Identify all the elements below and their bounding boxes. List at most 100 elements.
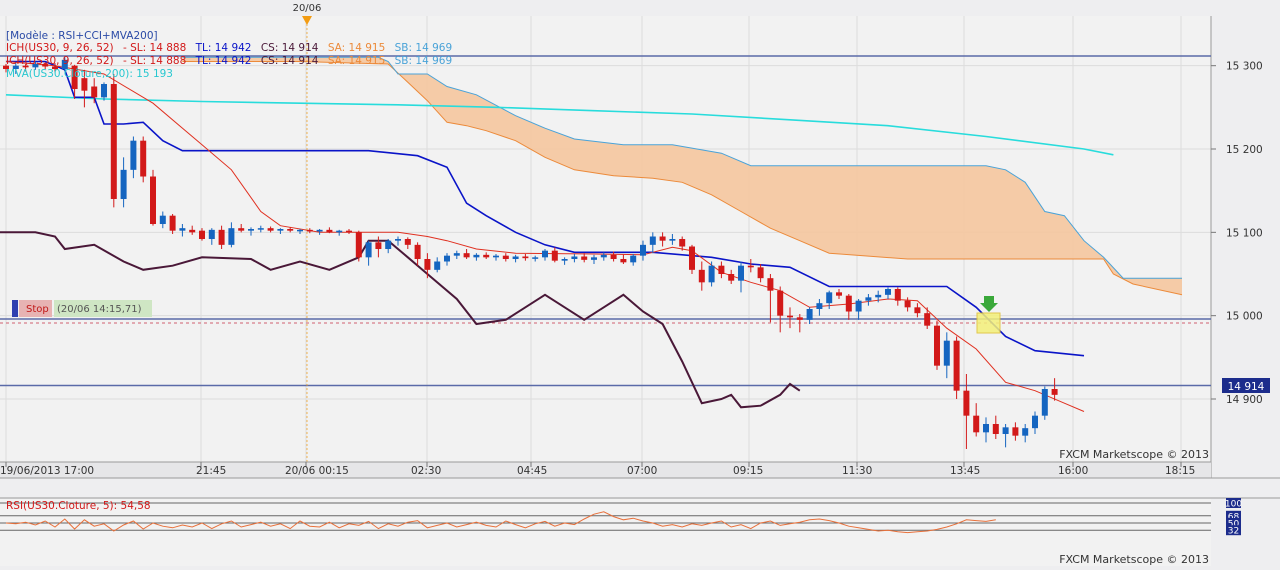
- candle-55: [542, 249, 548, 261]
- candle-body: [71, 65, 78, 90]
- candle-body: [1022, 428, 1029, 436]
- candle-body: [42, 64, 49, 67]
- candle-body: [336, 230, 343, 233]
- price-axis[interactable]: [1211, 16, 1280, 478]
- candle-32: [316, 229, 323, 235]
- candle-14: [140, 136, 147, 183]
- candle-body: [179, 228, 186, 231]
- candle-100: [983, 417, 989, 443]
- current-price-tag[interactable]: 14 914: [1222, 378, 1270, 393]
- candle-105: [1032, 411, 1038, 434]
- candle-85: [836, 289, 842, 300]
- candle-body: [943, 340, 950, 366]
- candle-39: [385, 239, 392, 254]
- candle-body: [365, 242, 372, 258]
- senkou-span-a-line: [182, 61, 1183, 296]
- candle-104: [1022, 423, 1029, 443]
- candle-body: [1002, 427, 1009, 434]
- cloud-fill: [182, 57, 1182, 295]
- candle-body: [875, 294, 882, 298]
- x-tick-label-1: 21:45: [196, 465, 226, 477]
- candle-97: [953, 336, 960, 399]
- stop-order-label[interactable]: Stop (20/06 14:15,71): [12, 300, 152, 317]
- candle-61: [600, 252, 607, 261]
- candle-body: [894, 289, 901, 301]
- candle-42: [414, 242, 421, 266]
- candle-body: [130, 140, 137, 170]
- candle-body: [669, 239, 676, 241]
- candle-58: [571, 254, 578, 263]
- candle-22: [218, 225, 225, 250]
- candle-91: [894, 287, 901, 306]
- candle-body: [826, 292, 833, 304]
- candle-8: [81, 69, 88, 108]
- rsi-level-tag-0: [1226, 498, 1241, 508]
- candle-body: [640, 244, 646, 256]
- candle-body: [689, 246, 695, 270]
- candle-57: [561, 257, 568, 265]
- rsi-level-label-0: 100: [1225, 500, 1242, 510]
- price-tag-bg: [1222, 378, 1270, 393]
- candle-12: [120, 157, 127, 208]
- x-tick-label-4: 04:45: [517, 465, 547, 477]
- x-tick-label-9: 16:00: [1058, 465, 1088, 477]
- chikou-span-line: [0, 231, 801, 409]
- candle-body: [865, 297, 872, 301]
- candle-body: [297, 229, 303, 232]
- stop-text: Stop: [26, 304, 49, 315]
- candle-body: [257, 228, 264, 230]
- y-tick-label-4: 14 900: [1226, 394, 1263, 406]
- candle-103: [1012, 422, 1019, 441]
- candle-body: [806, 309, 813, 320]
- x-tick-label-2: 20/06 00:15: [285, 465, 349, 477]
- candle-body: [346, 230, 352, 233]
- signal-marker[interactable]: [976, 296, 1001, 334]
- candle-84: [826, 290, 833, 310]
- candle-46: [453, 250, 460, 260]
- candle-94: [924, 307, 931, 330]
- candle-body: [277, 229, 284, 231]
- candle-body: [522, 256, 529, 259]
- candle-64: [630, 254, 637, 266]
- candle-20: [199, 228, 205, 241]
- time-axis[interactable]: [0, 462, 1211, 478]
- candle-body: [375, 242, 382, 250]
- candle-body: [453, 253, 460, 256]
- candle-40: [395, 236, 401, 246]
- candle-83: [816, 299, 823, 316]
- candle-body: [973, 415, 980, 433]
- candle-88: [865, 294, 872, 306]
- candle-90: [885, 287, 891, 300]
- candle-body: [591, 257, 597, 260]
- candle-body: [61, 59, 68, 70]
- x-tick-label-6: 09:15: [733, 465, 763, 477]
- candle-body: [3, 65, 9, 70]
- legend-mva: MVA(US30.Clôture,200): 15 193: [6, 68, 173, 80]
- candle-body: [385, 240, 392, 250]
- candle-body: [52, 66, 58, 70]
- candle-3: [32, 61, 39, 70]
- candle-body: [747, 265, 754, 268]
- candle-68: [669, 234, 676, 245]
- candle-body: [845, 295, 852, 312]
- rsi-panel[interactable]: [0, 499, 1211, 566]
- candle-24: [238, 224, 245, 233]
- candlestick-series: [3, 57, 1058, 449]
- candle-body: [81, 78, 88, 91]
- candle-body: [120, 169, 127, 200]
- candle-body: [101, 84, 107, 98]
- candle-body: [787, 315, 793, 318]
- candle-87: [855, 299, 862, 320]
- candle-30: [297, 229, 303, 235]
- candle-body: [1051, 389, 1058, 395]
- horizontal-lines: [0, 55, 1211, 387]
- candle-body: [395, 239, 401, 241]
- candle-51: [502, 253, 509, 262]
- candle-body: [199, 230, 205, 240]
- y-tick-label-0: 15 300: [1226, 61, 1263, 73]
- candle-26: [257, 225, 264, 233]
- candle-body: [326, 229, 333, 233]
- price-axis-ticks: 15 300 15 200 15 100 15 000 14 900: [1211, 61, 1263, 406]
